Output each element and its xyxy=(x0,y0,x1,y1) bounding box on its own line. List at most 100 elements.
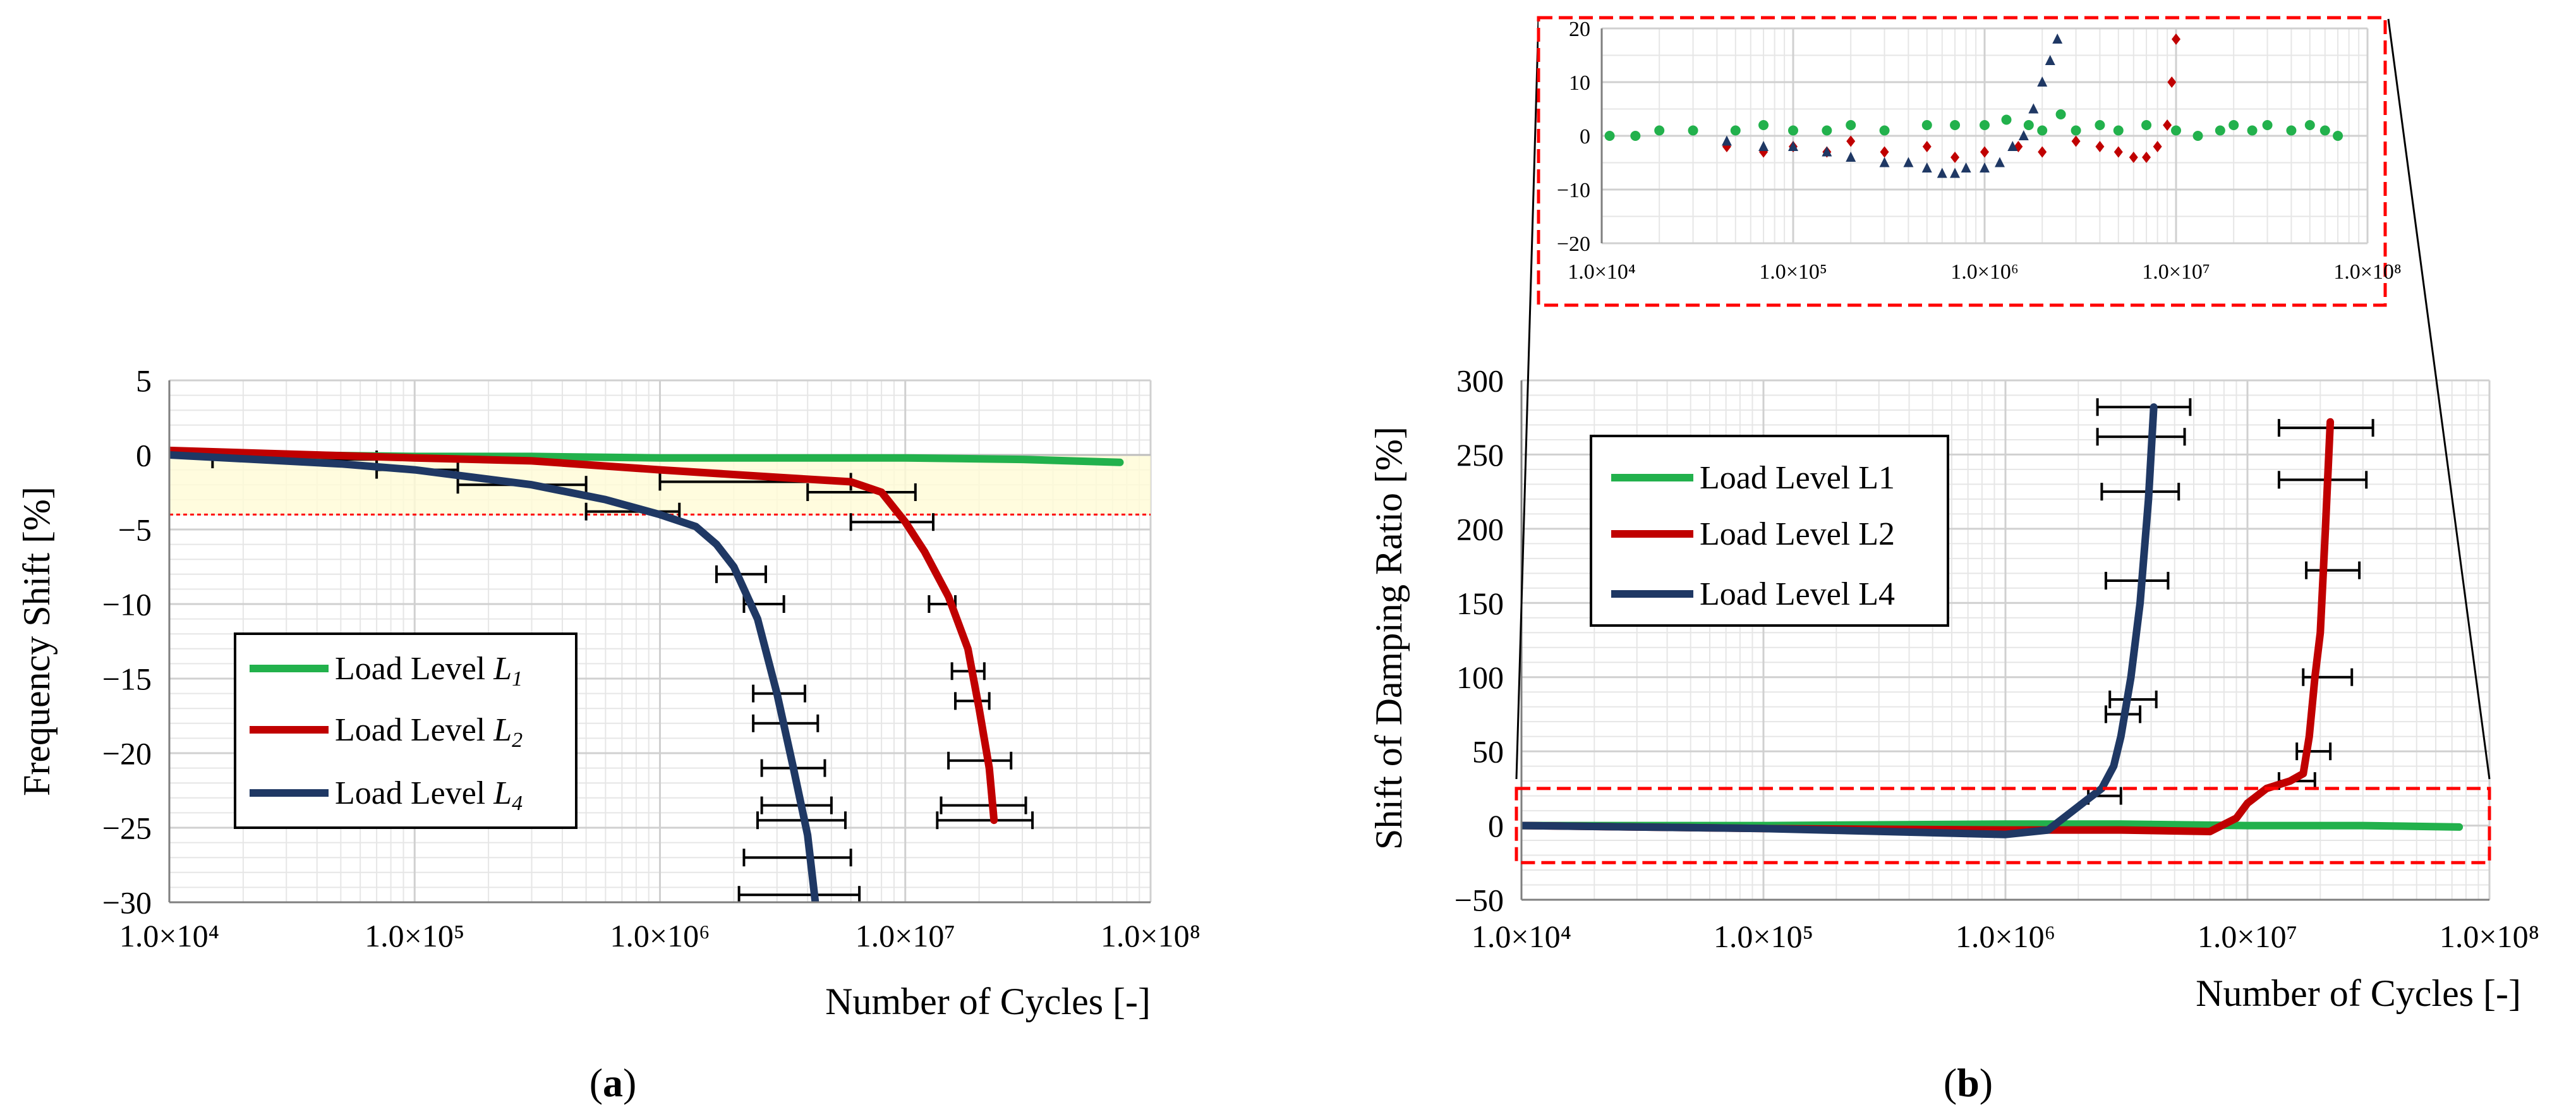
inset-point-load-level-l1 xyxy=(2095,120,2105,130)
x-tick-label: 1.0×10⁶ xyxy=(1950,260,2019,284)
x-tick-label: 1.0×10⁵ xyxy=(1759,260,1827,284)
inset-point-load-level-l2 xyxy=(2038,146,2047,158)
inset-point-load-level-l4 xyxy=(1788,141,1798,151)
y-tick-label: −20 xyxy=(1557,233,1590,256)
legend-a-label-l4: Load Level L4 xyxy=(335,775,523,815)
inset-point-load-level-l2 xyxy=(2153,141,2162,152)
inset-point-load-level-l1 xyxy=(1822,125,1832,136)
y-tick-label: 10 xyxy=(1569,71,1590,95)
inset-point-load-level-l1 xyxy=(1630,131,1641,141)
inset-point-load-level-l1 xyxy=(1730,125,1741,136)
inset-point-load-level-l1 xyxy=(2228,120,2239,130)
panel-b-label: (b) xyxy=(1944,1060,1993,1105)
y-tick-label: 50 xyxy=(1472,734,1504,770)
panel-b-x-axis-title: Number of Cycles [-] xyxy=(2196,972,2521,1014)
y-tick-label: 200 xyxy=(1456,511,1504,547)
inset-point-load-level-l4 xyxy=(2018,130,2029,140)
y-tick-label: −15 xyxy=(102,662,152,697)
inset-point-load-level-l4 xyxy=(1903,157,1914,167)
inset-point-load-level-l1 xyxy=(2113,125,2124,136)
inset-point-load-level-l4 xyxy=(2028,103,2039,114)
inset-point-load-level-l1 xyxy=(2247,125,2258,136)
y-tick-label: −25 xyxy=(102,811,152,846)
x-tick-label: 1.0×10⁷ xyxy=(856,918,955,953)
inset-point-load-level-l4 xyxy=(1758,141,1769,151)
inset-point-load-level-l1 xyxy=(1980,120,1990,130)
x-tick-label: 1.0×10⁴ xyxy=(119,918,219,953)
x-tick-label: 1.0×10⁵ xyxy=(1714,919,1813,954)
inset-point-load-level-l1 xyxy=(2171,125,2181,136)
inset-point-load-level-l1 xyxy=(1921,120,1932,130)
inset-point-load-level-l4 xyxy=(1950,167,1961,178)
inset-point-load-level-l2 xyxy=(2129,152,2138,163)
inset-point-load-level-l2 xyxy=(2167,76,2177,88)
y-tick-label: 20 xyxy=(1569,18,1590,41)
inset-point-load-level-l1 xyxy=(2192,131,2203,141)
inset-point-load-level-l2 xyxy=(2113,146,2123,158)
inset-point-load-level-l1 xyxy=(1688,125,1698,136)
y-tick-label: 5 xyxy=(136,363,152,399)
inset-point-load-level-l2 xyxy=(1950,152,1960,163)
inset-point-load-level-l2 xyxy=(1880,146,1889,158)
panel-b-zoom-box xyxy=(1515,787,2491,864)
inset-point-load-level-l4 xyxy=(2007,141,2018,151)
x-tick-label: 1.0×10⁵ xyxy=(365,918,464,953)
legend-b-label-l2: Load Level L2 xyxy=(1700,516,1895,552)
inset-point-load-level-l1 xyxy=(2262,120,2273,130)
inset-point-load-level-l4 xyxy=(1980,162,1990,172)
zoom-connector-left xyxy=(1515,18,1540,780)
y-tick-label: 0 xyxy=(136,438,152,473)
y-tick-label: −10 xyxy=(1557,179,1590,202)
inset-point-load-level-l2 xyxy=(2142,152,2151,163)
panel-b-y-axis-title: Shift of Damping Ratio [%] xyxy=(1368,426,1410,850)
inset-point-load-level-l1 xyxy=(2304,120,2315,130)
panel-a-error-bars xyxy=(211,451,1034,902)
inset-point-load-level-l1 xyxy=(2141,120,2152,130)
panel-a-series xyxy=(169,446,1124,902)
inset-frame xyxy=(1537,16,2387,307)
inset-point-load-level-l2 xyxy=(1846,135,1856,147)
inset-point-load-level-l2 xyxy=(2071,135,2081,147)
y-tick-label: 300 xyxy=(1456,363,1504,399)
inset-point-load-level-l1 xyxy=(1758,120,1769,130)
y-tick-label: 0 xyxy=(1580,125,1590,148)
y-tick-label: 100 xyxy=(1456,660,1504,695)
inset-x-tick-labels: 1.0×10⁴ 1.0×10⁵ 1.0×10⁶ 1.0×10⁷ 1.0×10⁸ xyxy=(1568,260,2402,284)
inset-point-load-level-l4 xyxy=(1921,162,1932,172)
panel-a-y-axis-title: Frequency Shift [%] xyxy=(16,487,57,796)
panel-b-legend: Load Level L1 Load Level L2 Load Level L… xyxy=(1590,435,1949,627)
zoom-connector-right xyxy=(2387,18,2491,780)
inset-point-load-level-l1 xyxy=(2319,125,2330,136)
inset-point-load-level-l2 xyxy=(1922,141,1932,152)
inset-point-load-level-l1 xyxy=(1654,125,1665,136)
y-tick-label: 0 xyxy=(1488,808,1504,844)
x-tick-label: 1.0×10⁷ xyxy=(2198,919,2297,954)
x-tick-label: 1.0×10⁷ xyxy=(2142,260,2210,284)
inset-series xyxy=(1604,33,2343,178)
inset-point-load-level-l1 xyxy=(2037,125,2048,136)
y-tick-label: 150 xyxy=(1456,586,1504,621)
panel-b-y-tick-labels: 300 250 200 150 100 50 0 −50 xyxy=(1454,363,1504,918)
series-line-load-level-l4 xyxy=(1521,403,2158,838)
series-line-load-level-l4 xyxy=(169,451,819,902)
x-tick-label: 1.0×10⁸ xyxy=(2333,260,2402,284)
panel-a-label: (a) xyxy=(590,1060,637,1105)
inset-point-load-level-l1 xyxy=(2001,114,2012,125)
inset-point-load-level-l4 xyxy=(1721,135,1732,146)
series-line-load-level-l2 xyxy=(169,446,998,825)
inset-point-load-level-l1 xyxy=(2215,125,2225,136)
panel-a-chart: 50−5−10−15−20−25−30 1.0×10⁴ 1.0×10⁵ 1.0×10… xyxy=(16,363,1200,1106)
x-tick-label: 1.0×10⁸ xyxy=(2440,919,2539,954)
x-tick-label: 1.0×10⁴ xyxy=(1472,919,1571,954)
inset-point-load-level-l1 xyxy=(2286,125,2297,136)
inset-point-load-level-l1 xyxy=(1879,125,1890,136)
legend-b-label-l1: Load Level L1 xyxy=(1700,460,1895,496)
x-tick-label: 1.0×10⁶ xyxy=(1956,919,2055,954)
inset-point-load-level-l2 xyxy=(2163,119,2172,131)
inset-point-load-level-l1 xyxy=(1604,131,1615,141)
legend-a-label-l2: Load Level L2 xyxy=(335,712,523,752)
y-tick-label: −50 xyxy=(1454,883,1504,918)
inset-point-load-level-l1 xyxy=(1950,120,1961,130)
